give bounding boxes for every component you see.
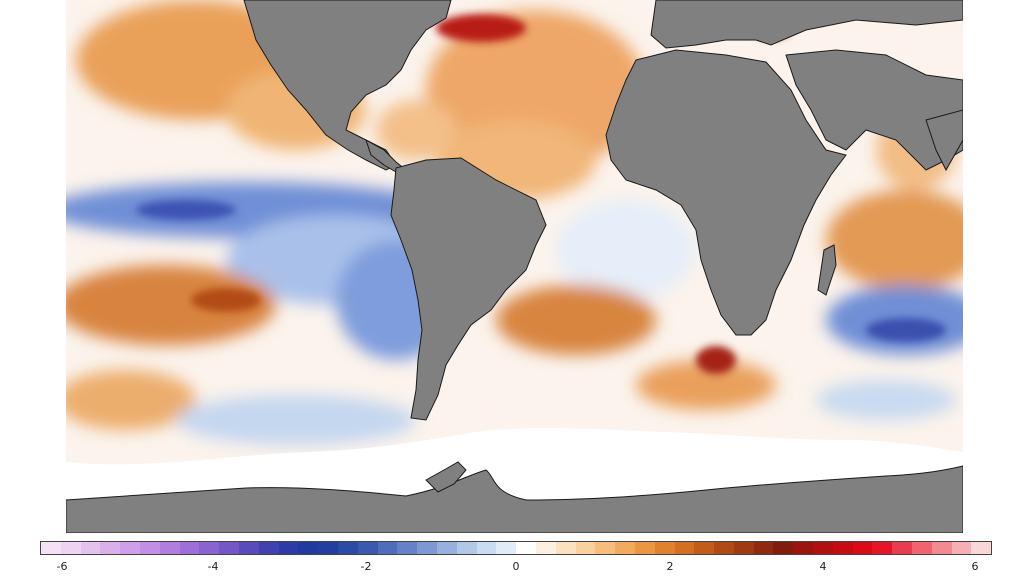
colorbar-swatch bbox=[931, 542, 952, 554]
colorbar-swatch bbox=[298, 542, 319, 554]
colorbar bbox=[40, 541, 992, 555]
colorbar-swatch bbox=[575, 542, 596, 554]
southwest-pacific-warm-region bbox=[66, 370, 196, 430]
colorbar-swatch bbox=[159, 542, 180, 554]
south-atlantic-warm-region bbox=[496, 285, 656, 355]
colorbar-swatch bbox=[832, 542, 853, 554]
colorbar-swatch bbox=[258, 542, 279, 554]
africa-landmass bbox=[605, 49, 847, 336]
madagascar-landmass bbox=[817, 244, 837, 296]
colorbar-tick-label: -6 bbox=[56, 560, 68, 573]
equatorial-cool-core bbox=[136, 200, 236, 220]
south-atlantic-neutral-region bbox=[556, 200, 696, 300]
colorbar-swatch bbox=[100, 542, 121, 554]
map-canvas bbox=[66, 0, 963, 533]
sst-anomaly-hotspots bbox=[136, 14, 946, 374]
colorbar-swatch bbox=[377, 542, 398, 554]
colorbar-swatch bbox=[318, 542, 338, 554]
colorbar-swatch bbox=[238, 542, 259, 554]
colorbar-swatch bbox=[773, 542, 794, 554]
colorbar-swatch bbox=[535, 542, 556, 554]
colorbar-swatch bbox=[654, 542, 675, 554]
colorbar-tick-label: -2 bbox=[360, 560, 372, 573]
indian-ocean-warm-region bbox=[826, 190, 963, 290]
antarctic-peninsula bbox=[425, 461, 467, 493]
colorbar-swatch bbox=[337, 542, 358, 554]
colorbar-swatch bbox=[41, 542, 61, 554]
colorbar-swatch bbox=[80, 542, 101, 554]
colorbar-swatch bbox=[852, 542, 873, 554]
colorbar-tick-label: -4 bbox=[207, 560, 219, 573]
south-pacific-hotspot bbox=[191, 288, 261, 312]
colorbar-swatch bbox=[714, 542, 734, 554]
colorbar-swatch bbox=[813, 542, 833, 554]
land-masses bbox=[66, 0, 963, 533]
colorbar-swatch bbox=[951, 542, 972, 554]
colorbar-swatch bbox=[456, 542, 477, 554]
southern-pacific-cool-region bbox=[176, 395, 416, 445]
colorbar-swatch bbox=[436, 542, 457, 554]
europe-landmass bbox=[650, 0, 963, 49]
south-america-landmass bbox=[390, 157, 547, 421]
colorbar-swatch bbox=[892, 542, 913, 554]
colorbar-tick-label: 6 bbox=[971, 560, 979, 573]
colorbar-swatch bbox=[555, 542, 576, 554]
cape-hotspot bbox=[696, 346, 736, 374]
colorbar-swatch bbox=[219, 542, 239, 554]
gulf-stream-hotspot bbox=[436, 14, 526, 42]
colorbar-swatch bbox=[120, 542, 140, 554]
colorbar-swatch bbox=[179, 542, 200, 554]
colorbar-tick-label: 2 bbox=[666, 560, 674, 573]
colorbar-swatch bbox=[476, 542, 497, 554]
southern-indian-cool-region bbox=[816, 380, 956, 420]
colorbar-swatch bbox=[417, 542, 437, 554]
colorbar-swatch bbox=[912, 542, 932, 554]
colorbar-swatch bbox=[872, 542, 893, 554]
colorbar-swatch bbox=[674, 542, 695, 554]
colorbar-swatch bbox=[753, 542, 774, 554]
caribbean-warm-region bbox=[376, 100, 456, 160]
agulhas-warm-region bbox=[636, 360, 776, 410]
colorbar-swatch bbox=[139, 542, 160, 554]
colorbar-tick-label: 4 bbox=[819, 560, 827, 573]
colorbar-swatch bbox=[357, 542, 378, 554]
colorbar-tick-label: 0 bbox=[512, 560, 520, 573]
colorbar-swatch bbox=[397, 542, 418, 554]
colorbar-swatch bbox=[278, 542, 299, 554]
south-pacific-warm-region bbox=[66, 265, 276, 345]
colorbar-swatch bbox=[971, 542, 992, 554]
colorbar-swatch bbox=[199, 542, 220, 554]
colorbar-swatch bbox=[496, 542, 517, 554]
indian-cool-core bbox=[866, 318, 946, 342]
colorbar-swatch bbox=[733, 542, 754, 554]
india-landmass bbox=[925, 109, 963, 172]
middle-east-landmass bbox=[785, 49, 963, 171]
colorbar-ticks: -6 -4 -2 0 2 4 6 bbox=[40, 560, 992, 576]
colorbar-swatch bbox=[60, 542, 81, 554]
colorbar-swatch bbox=[634, 542, 655, 554]
colorbar-swatch bbox=[615, 542, 635, 554]
colorbar-swatch bbox=[595, 542, 616, 554]
colorbar-swatch bbox=[694, 542, 715, 554]
colorbar-swatch bbox=[516, 542, 536, 554]
colorbar-swatch bbox=[793, 542, 814, 554]
antarctica-landmass bbox=[66, 465, 963, 533]
anomaly-map bbox=[66, 0, 963, 533]
